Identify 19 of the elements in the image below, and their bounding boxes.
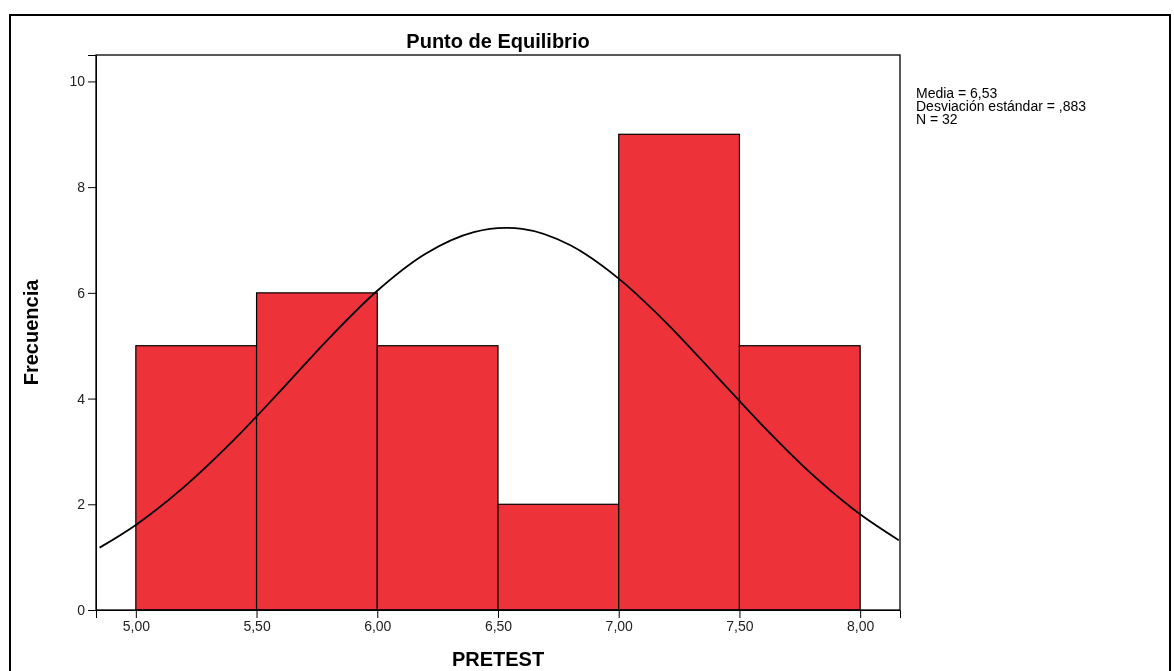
text: N = 32: [916, 111, 958, 127]
x-tick-label: 5,50: [243, 617, 271, 634]
chart-title: Punto de Equilibrio: [406, 30, 590, 52]
y-tick-label: 4: [77, 390, 86, 407]
x-tick-label: 7,00: [605, 617, 634, 634]
y-axis-title: Frecuencia: [20, 278, 42, 386]
x-axis-title: PRETEST: [451, 648, 545, 670]
x-tick-label: 8,00: [847, 617, 875, 634]
y-tick-label: 10: [69, 73, 86, 90]
x-tick-label: 5,00: [122, 617, 151, 634]
text: Desviación estándar = ,883: [916, 98, 1087, 114]
x-tick-label: 6,50: [484, 617, 513, 634]
y-tick-label: 8: [77, 179, 86, 196]
x-tick-label: 6,00: [364, 617, 392, 634]
y-tick-label: 2: [77, 496, 86, 513]
x-tick-label: 7,50: [726, 617, 754, 634]
y-tick-label: 0: [77, 601, 86, 618]
text: Media = 6,53: [916, 85, 998, 101]
y-tick-label: 6: [77, 284, 86, 301]
